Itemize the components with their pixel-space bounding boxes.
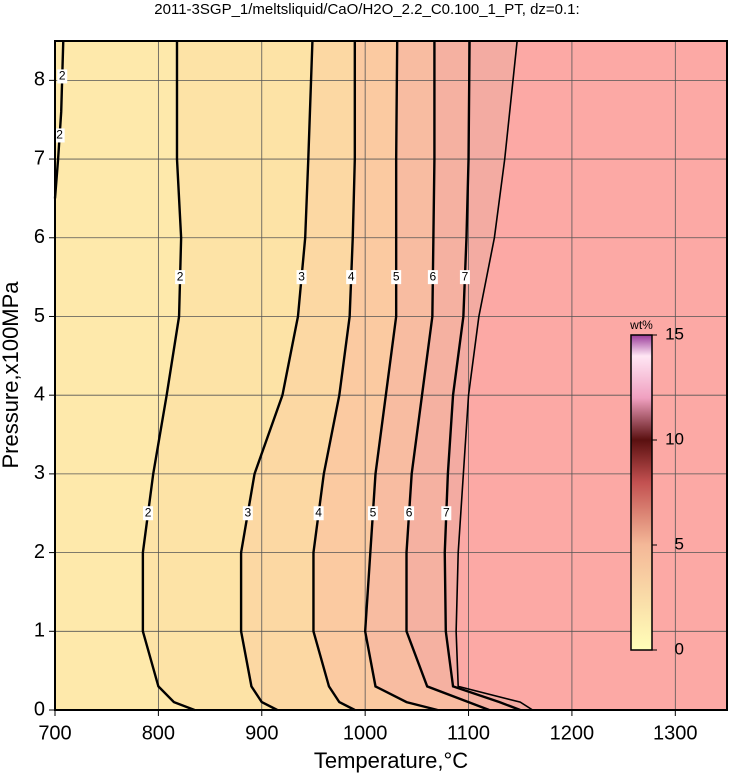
- contour-label-bg: [367, 506, 378, 521]
- colorbar: [630, 334, 653, 651]
- y-axis-label: Pressure,x100MPa: [0, 281, 23, 469]
- contour-line: [312, 41, 357, 712]
- contour-label: 2: [177, 269, 184, 283]
- y-tick-label: 7: [34, 147, 45, 169]
- chart-title: 2011-3SGP_1/meltsliquid/CaO/H2O_2.2_C0.1…: [154, 1, 579, 18]
- contour-label-bg: [427, 270, 438, 285]
- contour-line: [239, 40, 314, 712]
- contour-label: 5: [370, 505, 377, 519]
- contour-label-bg: [242, 506, 253, 521]
- contour-label: 4: [315, 505, 322, 519]
- contour-label: 2: [145, 505, 152, 519]
- x-tick-label: 1300: [653, 722, 698, 744]
- y-tick-label: 2: [34, 541, 45, 563]
- contour-line: [443, 40, 521, 712]
- x-tick-label: 700: [38, 722, 71, 744]
- contour-label-bg: [296, 270, 307, 285]
- contour-fill: [456, 41, 727, 710]
- x-tick-label: 1000: [343, 722, 388, 744]
- contour-label-bg: [175, 270, 186, 285]
- colorbar-tick-label: 0: [675, 639, 684, 658]
- contour-label: 6: [430, 269, 437, 283]
- contour-label-bg: [459, 270, 470, 285]
- contour-label-bg: [346, 270, 357, 285]
- contour-label: 7: [443, 505, 450, 519]
- plot-frame: [54, 40, 728, 711]
- x-tick-label: 1200: [550, 722, 595, 744]
- contour-line: [405, 41, 490, 712]
- contour-label-bg: [57, 69, 68, 84]
- contour-line: [455, 40, 534, 711]
- contour-label-bg: [143, 506, 154, 521]
- y-tick-label: 1: [34, 620, 45, 642]
- y-tick-label: 0: [34, 698, 45, 720]
- contour-label: 3: [244, 505, 251, 519]
- colorbar-tick-label: 5: [675, 534, 684, 553]
- x-tick-label: 1100: [447, 722, 490, 744]
- x-tick-label: 800: [142, 722, 175, 744]
- y-tick-label: 6: [34, 226, 45, 248]
- contour-label: 5: [393, 269, 400, 283]
- colorbar-title: wt%: [629, 318, 653, 332]
- contour-label: 3: [298, 269, 305, 283]
- contour-label: 6: [406, 505, 413, 519]
- x-tick-label: 900: [245, 722, 278, 744]
- contour-label: 2: [59, 69, 66, 83]
- y-tick-label: 3: [34, 462, 45, 484]
- x-axis-label: Temperature,°C: [314, 748, 468, 773]
- contour-line: [141, 41, 195, 712]
- contour-label: 4: [348, 269, 355, 283]
- contour-label: 2: [56, 128, 63, 142]
- colorbar-tick-label: 15: [665, 324, 684, 343]
- y-tick-label: 8: [34, 69, 45, 91]
- contour-label-bg: [441, 506, 452, 521]
- contour-label: 7: [462, 269, 469, 283]
- contour-label-bg: [54, 128, 65, 143]
- y-tick-label: 5: [34, 305, 45, 327]
- contour-line: [363, 40, 438, 712]
- contour-label-bg: [391, 270, 402, 285]
- contour-label-bg: [313, 506, 324, 521]
- contour-label-bg: [404, 506, 415, 521]
- y-tick-label: 4: [34, 383, 45, 405]
- colorbar-tick-label: 10: [665, 429, 684, 448]
